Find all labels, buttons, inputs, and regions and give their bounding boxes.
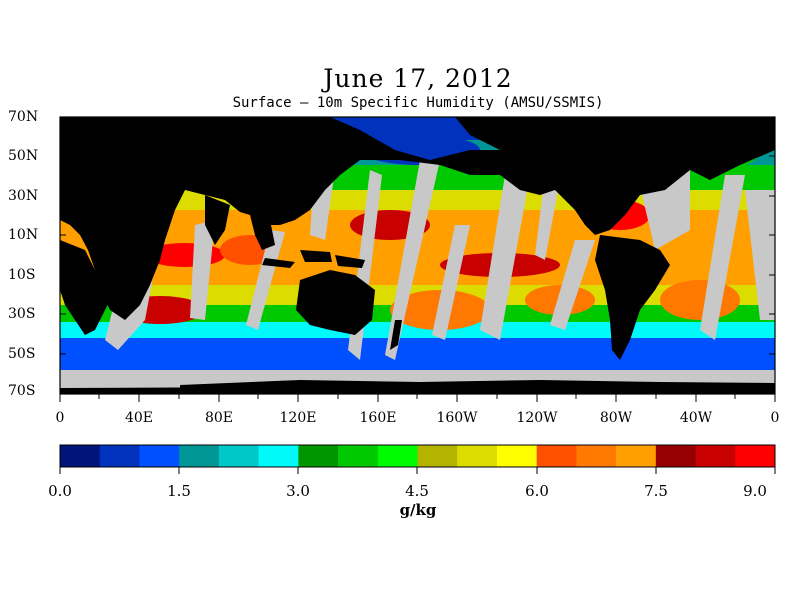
colorbar-label-2: 3.0 xyxy=(286,482,310,500)
lat-label-50s: 50S xyxy=(8,346,36,362)
lon-label-40w: 40W xyxy=(679,410,713,426)
colorbar-units: g/kg xyxy=(399,501,437,519)
lon-label-0-east: 0 xyxy=(770,410,780,426)
land xyxy=(60,117,775,394)
lon-label-40e: 40E xyxy=(124,410,154,426)
colorbar-swatch xyxy=(496,445,538,467)
colorbar-swatch xyxy=(576,445,617,467)
colorbar-swatch xyxy=(417,445,458,467)
latitude-ticks xyxy=(60,116,775,395)
lon-label-80e: 80E xyxy=(204,410,234,426)
colorbar-swatch xyxy=(735,445,776,467)
colorbar-label-0: 0.0 xyxy=(48,482,72,500)
lat-label-30s: 30S xyxy=(8,306,36,322)
colorbar-swatch xyxy=(457,445,498,467)
chart-subtitle: Surface – 10m Specific Humidity (AMSU/SS… xyxy=(232,95,604,111)
colorbar-swatch xyxy=(298,445,339,467)
lon-label-160w: 160W xyxy=(436,410,478,426)
colorbar-label-3: 4.5 xyxy=(405,482,429,500)
colorbar-swatch xyxy=(616,445,657,467)
lon-label-160e: 160E xyxy=(359,410,397,426)
colorbar-swatch xyxy=(377,445,418,467)
longitude-ticks xyxy=(59,394,776,402)
colorbar-label-4: 6.0 xyxy=(525,482,549,500)
colorbar-swatch xyxy=(179,445,220,467)
lat-label-70n: 70N xyxy=(8,109,39,125)
colorbar-swatch xyxy=(139,445,180,467)
colorbar-label-5: 7.5 xyxy=(644,482,668,500)
lon-label-120e: 120E xyxy=(279,410,317,426)
lon-label-120w: 120W xyxy=(516,410,558,426)
colorbar-swatch xyxy=(338,445,379,467)
colorbar-swatch xyxy=(536,445,577,467)
lat-label-70s: 70S xyxy=(8,383,36,399)
lat-label-10n: 10N xyxy=(8,227,39,243)
chart-title: June 17, 2012 xyxy=(323,64,513,93)
colorbar-label-6: 9.0 xyxy=(743,482,767,500)
lat-label-50n: 50N xyxy=(8,148,39,164)
lon-label-0: 0 xyxy=(55,410,65,426)
colorbar xyxy=(60,445,776,467)
lat-label-10s: 10S xyxy=(8,267,36,283)
map-area xyxy=(60,117,775,394)
colorbar-swatch xyxy=(655,445,697,467)
lat-label-30n: 30N xyxy=(8,188,39,204)
colorbar-swatch xyxy=(60,445,101,467)
colorbar-swatch xyxy=(218,445,260,467)
colorbar-ticks xyxy=(59,467,776,474)
missing-data-swaths xyxy=(60,150,775,360)
colorbar-label-1: 1.5 xyxy=(167,482,191,500)
colorbar-swatch xyxy=(258,445,299,467)
colorbar-swatch xyxy=(695,445,736,467)
lon-label-80w: 80W xyxy=(599,410,633,426)
colorbar-swatch xyxy=(99,445,140,467)
